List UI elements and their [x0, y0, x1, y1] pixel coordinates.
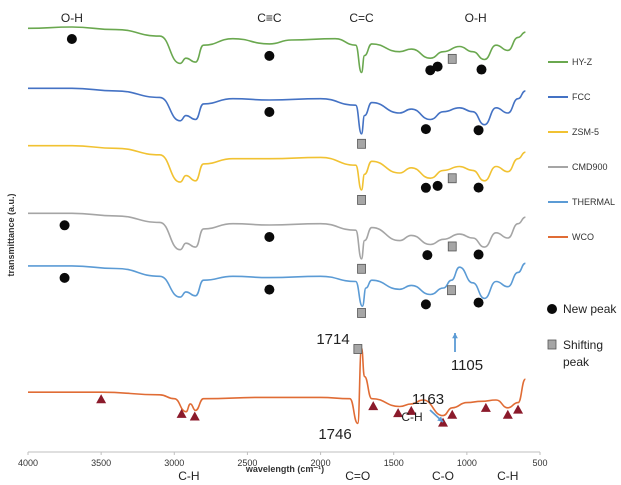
- new-peak-marker: [473, 297, 484, 308]
- wco-peak-marker: [447, 409, 458, 419]
- x-tick-label: 3500: [91, 458, 111, 468]
- new-peak-marker: [422, 250, 433, 261]
- shifting-peak-legend-label: Shifting peak: [563, 338, 603, 369]
- new-peak-marker: [473, 182, 484, 193]
- legend-label: THERMAL: [572, 197, 615, 207]
- wco-peak-marker: [502, 409, 513, 419]
- peak-value-label: C-H: [401, 410, 422, 424]
- new-peak-marker: [432, 61, 443, 72]
- peak-value-label: 1714: [316, 331, 349, 348]
- x-tick-label: 1500: [384, 458, 404, 468]
- new-peak-marker: [473, 249, 484, 260]
- new-peak-marker: [432, 180, 443, 191]
- series-lines: [27, 26, 527, 425]
- new-peak-markers: [59, 34, 487, 310]
- new-peak-marker: [264, 232, 275, 242]
- new-peak-marker: [59, 272, 70, 283]
- series-line-zsm-5: [28, 144, 526, 191]
- x-tick-label: 500: [532, 458, 547, 468]
- new-peak-marker: [66, 34, 77, 44]
- bond-annotation-top: C=C: [349, 11, 374, 25]
- peak-value-label: 1163: [412, 391, 444, 408]
- legend-label: WCO: [572, 232, 594, 242]
- bond-annotation-bottom: C-H: [497, 469, 518, 483]
- arrow-head: [437, 416, 443, 422]
- bond-annotation-top: C≡C: [257, 11, 282, 25]
- wco-peak-marker: [393, 408, 404, 418]
- bond-annotation-bottom: C=O: [345, 469, 370, 483]
- x-tick-labels: 4000 3500 3000 2500 2000 1500 1000 500: [18, 452, 548, 468]
- new-peak-legend-label: New peak: [563, 302, 617, 316]
- arrow-head: [452, 333, 458, 339]
- new-peak-marker: [264, 284, 275, 295]
- legend-label: CMD900: [572, 162, 608, 172]
- peak-value-label: 1746: [318, 426, 351, 443]
- shifting-peak-marker: [447, 53, 457, 64]
- x-tick-label: 2500: [237, 458, 257, 468]
- bond-annotation-bottom: C-H: [178, 469, 199, 483]
- new-peak-marker: [420, 299, 431, 310]
- x-tick-label: 1000: [457, 458, 477, 468]
- legend: HY-Z FCC ZSM-5 CMD900 THERMAL WCO: [548, 57, 615, 242]
- series-line-cmd900: [28, 212, 526, 260]
- peak-value-label: 1105: [451, 357, 483, 374]
- new-peak-marker: [264, 107, 275, 117]
- new-peak-marker: [473, 125, 484, 136]
- bond-annotation-top: O-H: [61, 11, 83, 25]
- shifting-peak-marker: [357, 138, 366, 149]
- wco-peak-marker: [480, 402, 491, 412]
- wco-peak-marker: [96, 394, 107, 404]
- legend-label: ZSM-5: [572, 127, 599, 137]
- wco-markers: [96, 394, 524, 427]
- wco-peak-marker: [513, 404, 524, 414]
- x-tick-label: 4000: [18, 458, 38, 468]
- bond-annotation-bottom: C-O: [432, 469, 454, 483]
- y-axis-label: transmittance (a.u.): [6, 193, 16, 276]
- shifting-peak-marker: [447, 173, 457, 184]
- bond-annotation-top: O-H: [465, 11, 487, 25]
- legend-label: HY-Z: [572, 57, 593, 67]
- x-axis-label: wavelength (cm⁻¹): [245, 464, 324, 474]
- new-peak-marker: [420, 182, 431, 193]
- shifting-peak-marker: [353, 344, 363, 354]
- shifting-peak-marker: [357, 308, 366, 318]
- annotations: O-H C≡C C=C O-H C-H C=O C-O C-H 1714 1105 1163 1746…: [61, 11, 519, 483]
- new-peak-marker: [264, 50, 275, 61]
- series-line-fcc: [27, 87, 526, 135]
- shifting-peak-marker: [447, 241, 457, 252]
- new-peak-marker: [476, 64, 487, 75]
- wco-peak-marker: [176, 408, 187, 418]
- x-tick-label: 3000: [164, 458, 184, 468]
- shifting-peak-markers: [353, 53, 457, 354]
- new-peak-legend-marker: [547, 304, 557, 314]
- series-line-hy-z: [27, 26, 526, 74]
- wco-peak-marker: [438, 417, 449, 427]
- new-peak-marker: [420, 124, 431, 135]
- wco-peak-marker: [406, 405, 417, 415]
- series-line-thermal: [28, 262, 526, 308]
- shifting-peak-marker: [357, 194, 366, 205]
- wco-peak-marker: [189, 411, 200, 421]
- shifting-peak-marker: [357, 263, 366, 274]
- marker-legend: New peak Shifting peak: [547, 302, 617, 369]
- x-tick-label: 2000: [311, 458, 331, 468]
- wco-peak-marker: [368, 401, 379, 411]
- legend-label: FCC: [572, 92, 591, 102]
- shifting-peak-marker: [447, 285, 456, 296]
- new-peak-marker: [59, 220, 70, 231]
- series-line-wco: [28, 347, 527, 425]
- shifting-peak-legend-marker: [547, 339, 557, 350]
